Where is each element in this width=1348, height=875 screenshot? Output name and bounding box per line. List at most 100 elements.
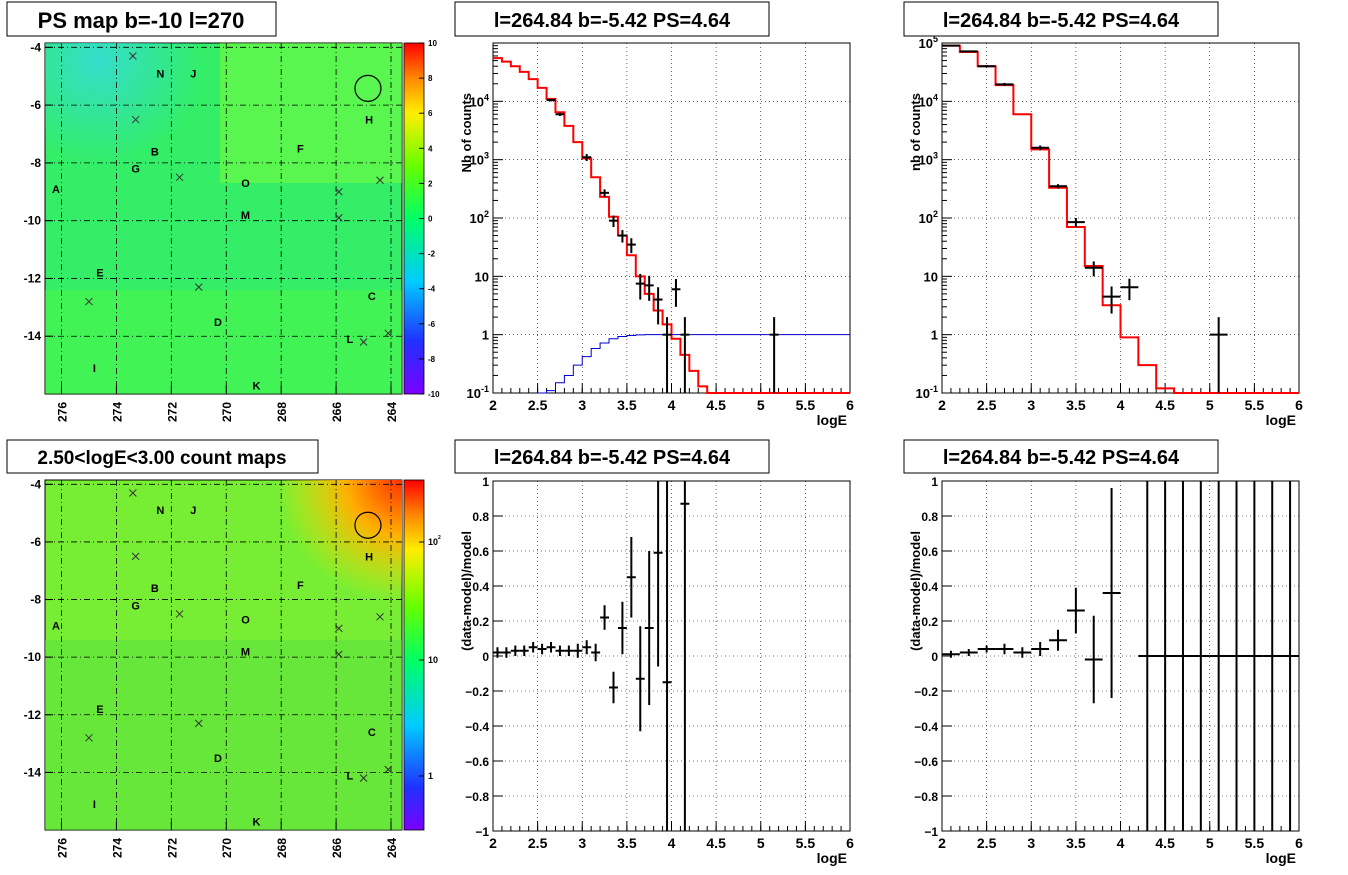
x-tick-label: 5.5 bbox=[796, 835, 816, 851]
source-label: I bbox=[93, 799, 96, 811]
data-point bbox=[1156, 481, 1175, 831]
panel-title: l=264.84 b=-5.42 PS=4.64 bbox=[943, 447, 1180, 469]
data-point bbox=[555, 645, 565, 656]
colorbar-tick-label: 102 bbox=[428, 535, 441, 547]
data-point bbox=[626, 537, 636, 618]
y-tick-label: −0.2 bbox=[465, 685, 489, 699]
y-tick-label: 102 bbox=[470, 209, 489, 226]
data-point bbox=[546, 642, 556, 653]
panel-title: l=264.84 b=-5.42 PS=4.64 bbox=[494, 447, 731, 469]
data-point bbox=[1263, 481, 1282, 831]
source-label: F bbox=[297, 143, 304, 155]
colorbar-tick-label: 0 bbox=[428, 215, 433, 224]
data-point bbox=[1031, 145, 1050, 151]
data-point bbox=[582, 640, 592, 655]
y-tick-label: 0.4 bbox=[472, 580, 489, 594]
x-tick-label: 266 bbox=[330, 402, 344, 422]
cutoff-curve-line bbox=[537, 334, 850, 394]
y-tick-label: 10-1 bbox=[467, 384, 489, 401]
y-tick-label: -6 bbox=[30, 535, 41, 549]
source-label: N bbox=[156, 505, 164, 517]
ps-map-grid bbox=[45, 43, 402, 394]
data-point bbox=[1013, 647, 1032, 658]
ps-map-lower-region bbox=[45, 290, 402, 394]
data-point bbox=[671, 279, 681, 307]
x-tick-label: 2.5 bbox=[528, 835, 548, 851]
data-point bbox=[653, 481, 663, 667]
x-tick-label: 276 bbox=[55, 402, 69, 422]
spectrum-panel-coarse: l=264.84 b=-5.42 PS=4.64 2 2.5 3 3.5 4 4.5 5 5.5… bbox=[903, 1, 1303, 428]
source-label: F bbox=[297, 580, 304, 592]
y-tick-label: 0.2 bbox=[472, 615, 489, 629]
source-cross-marker bbox=[129, 489, 137, 497]
x-tick-label: 4 bbox=[668, 397, 676, 413]
y-tick-label: -10 bbox=[24, 650, 42, 664]
x-tick-label: 3.5 bbox=[1066, 397, 1086, 413]
source-cross-marker bbox=[384, 765, 393, 774]
data-point bbox=[1031, 642, 1050, 656]
ps-map-yellowgreen-region bbox=[220, 43, 402, 183]
y-tick-label: 1 bbox=[931, 328, 938, 343]
x-tick-label: 2.5 bbox=[977, 397, 997, 413]
ps-map-title: PS map b=-10 l=270 bbox=[38, 8, 245, 33]
y-axis-label: (data-model)/model bbox=[459, 531, 474, 651]
x-tick-label: 2 bbox=[489, 397, 497, 413]
data-point bbox=[977, 64, 996, 68]
data-point bbox=[959, 649, 978, 656]
data-point bbox=[662, 317, 672, 393]
y-tick-label: −0.2 bbox=[914, 685, 938, 699]
x-tick-label: 272 bbox=[165, 402, 179, 422]
source-label: O bbox=[241, 178, 250, 190]
source-cross-marker bbox=[85, 297, 93, 306]
source-label: G bbox=[131, 164, 140, 176]
colorbar-tick-label: 6 bbox=[428, 109, 433, 118]
x-tick-label: 5 bbox=[757, 397, 765, 413]
x-tick-label: 4 bbox=[668, 835, 676, 851]
y-tick-label: -8 bbox=[30, 156, 41, 170]
residual-panel-coarse: l=264.84 b=-5.42 PS=4.64 2 2.5 3 3.5 4 4.5 5 5.5… bbox=[903, 439, 1303, 866]
count-map-colorbar bbox=[403, 479, 425, 831]
source-cross-marker bbox=[376, 176, 384, 185]
count-map-title: 2.50<logE<3.00 count maps bbox=[37, 448, 286, 469]
panel-title-box bbox=[454, 439, 770, 474]
data-point bbox=[1120, 278, 1139, 301]
source-cross-marker bbox=[131, 115, 140, 124]
data-point bbox=[1209, 481, 1228, 831]
data-point bbox=[546, 98, 556, 102]
data-point bbox=[609, 215, 618, 228]
x-tick-label: 4 bbox=[1117, 397, 1125, 413]
x-tick-label: 2.5 bbox=[977, 835, 997, 851]
x-tick-label: 5.5 bbox=[1245, 835, 1265, 851]
y-tick-label: −0.8 bbox=[914, 790, 938, 804]
x-tick-label: 5 bbox=[1206, 397, 1214, 413]
data-point bbox=[600, 189, 610, 197]
y-tick-label: 10 bbox=[475, 269, 489, 284]
data-point bbox=[555, 112, 565, 117]
y-axis-label: Nb of counts bbox=[459, 93, 474, 172]
ps-map-axes: 276 274 272 270 268 266 264 -4 -6 -8 -10 -12 -14 bbox=[24, 40, 399, 422]
data-point bbox=[680, 317, 690, 393]
y-tick-label: −0.6 bbox=[914, 755, 938, 769]
y-tick-label: -4 bbox=[30, 40, 41, 54]
source-cross-marker bbox=[334, 624, 343, 633]
source-label: L bbox=[346, 770, 353, 782]
x-tick-label: 4.5 bbox=[706, 397, 726, 413]
source-label: D bbox=[214, 753, 222, 765]
source-cross-marker bbox=[376, 612, 384, 621]
source-label: J bbox=[190, 68, 196, 80]
residual-panel-fine: l=264.84 b=-5.42 PS=4.64 2 2.5 3 3.5 4 4.5 5 5.5… bbox=[454, 439, 854, 866]
data-point bbox=[1191, 481, 1210, 831]
x-axis-label: logE bbox=[817, 850, 847, 866]
data-point bbox=[609, 671, 618, 704]
target-circle-marker bbox=[354, 511, 382, 539]
x-tick-label: 2.5 bbox=[528, 397, 548, 413]
data-point bbox=[1138, 481, 1157, 831]
x-tick-label: 270 bbox=[220, 838, 234, 858]
data-point bbox=[573, 643, 583, 658]
source-cross-marker bbox=[334, 187, 343, 196]
data-point bbox=[1066, 218, 1085, 228]
data-point bbox=[644, 275, 654, 301]
y-tick-label: 10 bbox=[924, 269, 938, 284]
count-map-title-box bbox=[6, 439, 319, 474]
source-label: E bbox=[96, 268, 103, 280]
